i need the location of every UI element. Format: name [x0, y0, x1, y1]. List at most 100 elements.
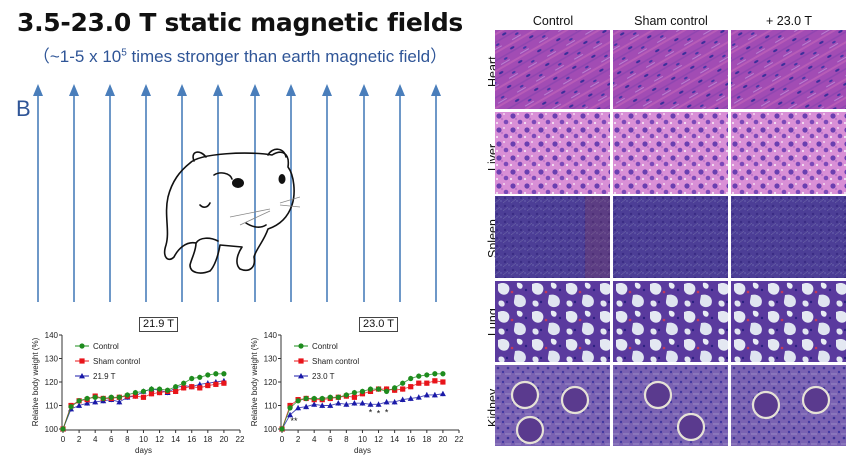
legend-item: Control [75, 342, 119, 351]
field-arrow [431, 84, 441, 302]
data-point [408, 384, 414, 390]
legend-item: Control [294, 342, 338, 351]
field-arrow [141, 84, 151, 302]
data-point [140, 394, 147, 400]
y-tick-label: 140 [264, 331, 278, 340]
glomerulus [801, 385, 831, 415]
legend-item: Sham control [294, 357, 359, 366]
data-point [431, 391, 438, 398]
subtitle-suffix: times stronger than earth magnetic field… [126, 47, 448, 66]
legend-marker [79, 343, 85, 349]
data-point [335, 394, 341, 400]
significance-marker: * [377, 409, 381, 419]
y-tick-label: 140 [45, 331, 59, 340]
series-control [60, 371, 227, 432]
data-point [68, 404, 74, 410]
significance-marker: * [369, 408, 373, 418]
legend-label: 21.9 T [93, 372, 116, 381]
arrow-head-icon [395, 84, 405, 96]
data-point [84, 400, 91, 406]
data-point [173, 388, 179, 394]
figure-title: 3.5-23.0 T static magnetic fields [16, 8, 463, 37]
data-point [116, 394, 122, 400]
data-point [367, 386, 374, 392]
data-point [391, 398, 398, 405]
y-tick-label: 130 [45, 355, 59, 364]
data-point [76, 398, 82, 404]
histology-image-spleen [613, 196, 728, 278]
glomerulus [510, 380, 540, 410]
data-point [343, 392, 349, 398]
histology-image-heart [495, 30, 610, 109]
x-tick-label: 22 [236, 435, 245, 444]
legend-marker [79, 373, 85, 379]
series-sham-control [60, 380, 227, 432]
chart-title-21-9: 21.9 T [139, 317, 178, 332]
significance-marker: * [385, 408, 389, 418]
data-point [148, 391, 155, 397]
data-point [359, 388, 366, 394]
histology-image-spleen [731, 196, 846, 278]
data-point [400, 380, 406, 386]
data-point [416, 373, 422, 379]
data-point [335, 400, 342, 406]
legend-label: Sham control [93, 357, 140, 366]
y-axis-label: Relative body weight (%) [250, 337, 259, 426]
legend-item: Sham control [75, 357, 140, 366]
x-tick-label: 12 [374, 435, 383, 444]
y-tick-label: 130 [264, 355, 278, 364]
series-23-0-t [279, 390, 446, 432]
data-point [359, 400, 366, 406]
data-point [383, 398, 390, 405]
x-tick-label: 10 [139, 435, 148, 444]
column-header: + 23.0 T [766, 14, 812, 28]
glomerulus [560, 385, 590, 415]
x-axis-label: days [354, 446, 371, 455]
legend-marker [298, 343, 304, 349]
legend-marker [298, 373, 304, 379]
data-point [197, 374, 203, 380]
field-arrow [250, 84, 260, 302]
histology-image-heart [613, 30, 728, 109]
data-point [432, 378, 438, 384]
histology-image-kidney [495, 365, 610, 446]
histology-image-kidney [731, 365, 846, 446]
data-point [140, 388, 147, 394]
field-arrow [105, 84, 115, 302]
data-point [181, 385, 187, 391]
data-point [383, 388, 390, 394]
axes: 100 110 120 130 140 0 2 4 6 8 10 12 14 16 18 20 22 days Re… [31, 331, 245, 455]
arrow-head-icon [250, 84, 260, 96]
data-point [432, 371, 438, 377]
data-point [439, 390, 446, 397]
field-arrow [69, 84, 79, 302]
data-point [221, 380, 227, 386]
legend-label: 23.0 T [312, 372, 335, 381]
histology-image-liver [613, 112, 728, 194]
field-arrow [359, 84, 369, 302]
x-tick-label: 16 [187, 435, 196, 444]
body-weight-chart-23-0: 100 110 120 130 140 0 2 4 6 8 10 12 14 16 18 20 22 days Re… [250, 331, 464, 455]
data-point [375, 386, 382, 392]
data-point [440, 379, 446, 385]
glomerulus [643, 380, 673, 410]
histology-image-heart [731, 30, 846, 109]
data-point [221, 371, 227, 377]
data-point [375, 401, 382, 407]
legend-label: Control [93, 342, 119, 351]
mouse-illustration-icon [163, 148, 300, 274]
histology-image-liver [495, 112, 610, 194]
arrow-head-icon [213, 84, 223, 96]
field-arrow [322, 84, 332, 302]
arrow-head-icon [141, 84, 151, 96]
subtitle-exponent: 5 [121, 47, 127, 59]
data-point [287, 411, 294, 418]
data-point [367, 401, 374, 407]
data-point [407, 395, 414, 401]
subtitle-prefix: （~1-5 x 10 [32, 47, 122, 66]
y-tick-label: 100 [45, 425, 59, 434]
x-tick-label: 4 [312, 435, 317, 444]
data-point [148, 386, 155, 392]
x-tick-label: 0 [61, 435, 66, 444]
histology-image-lung [613, 281, 728, 362]
